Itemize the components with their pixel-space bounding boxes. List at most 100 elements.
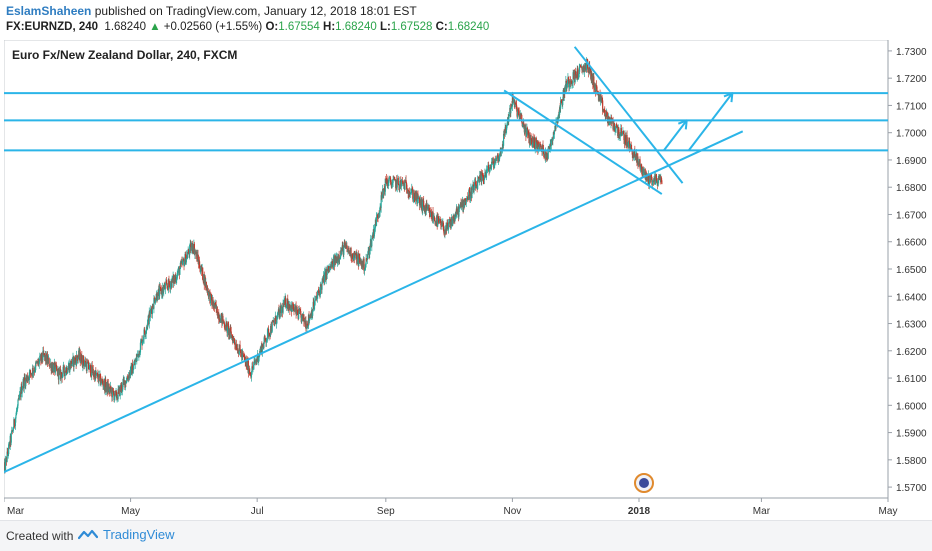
candle <box>396 178 398 193</box>
candle <box>276 315 278 325</box>
candle <box>437 213 439 228</box>
candle <box>141 341 144 346</box>
candle <box>299 308 301 312</box>
candle <box>467 192 469 203</box>
candle <box>235 340 238 351</box>
tradingview-brand-label: TradingView <box>103 527 175 542</box>
candle <box>505 124 507 134</box>
candle <box>458 204 460 220</box>
candle <box>661 178 663 185</box>
candle <box>305 316 307 332</box>
candle <box>338 250 340 265</box>
projection-arrow-2[interactable] <box>687 92 734 152</box>
candle <box>122 375 124 387</box>
candle <box>433 215 436 222</box>
candle <box>642 166 644 178</box>
candle <box>263 334 266 344</box>
candle <box>98 370 100 387</box>
candle <box>482 173 484 185</box>
x-tick-label: Sep <box>377 506 395 517</box>
candle <box>406 184 408 194</box>
candle <box>471 185 473 199</box>
candle <box>133 361 135 371</box>
published-text: published on TradingView.com, January 12… <box>94 4 417 18</box>
candle <box>482 172 484 181</box>
candle <box>157 289 159 300</box>
candle <box>103 385 105 390</box>
candle <box>614 126 616 136</box>
candle <box>139 338 142 355</box>
candle <box>216 306 218 316</box>
candle <box>560 96 562 113</box>
candle <box>76 354 78 361</box>
candle <box>374 227 376 234</box>
tradingview-brand-link[interactable]: TradingView <box>78 527 175 542</box>
candle <box>577 65 579 80</box>
candle <box>237 344 239 354</box>
candle <box>64 366 66 380</box>
candle <box>232 335 234 344</box>
candle <box>258 355 260 366</box>
candle <box>41 352 43 365</box>
candle <box>380 190 382 213</box>
candle <box>358 253 360 267</box>
candle <box>458 204 461 213</box>
y-tick-label: 1.6000 <box>896 401 927 412</box>
candle <box>185 258 187 266</box>
candle <box>113 396 116 403</box>
candle <box>6 447 8 463</box>
y-tick-label: 1.6700 <box>896 210 927 221</box>
candle <box>180 259 182 267</box>
candle <box>383 183 385 191</box>
candle <box>446 219 448 232</box>
candle <box>619 131 621 141</box>
candle <box>156 292 158 303</box>
candle <box>404 180 406 191</box>
candle <box>492 156 494 164</box>
candle <box>474 177 477 191</box>
candle <box>223 319 225 324</box>
author-link[interactable]: EslamShaheen <box>6 4 92 18</box>
candle <box>100 378 103 385</box>
y-tick-label: 1.6200 <box>896 347 927 358</box>
candle <box>48 357 50 367</box>
candle <box>502 130 505 149</box>
candle <box>422 199 424 216</box>
candle <box>388 175 391 181</box>
candle <box>567 73 569 88</box>
candle <box>391 179 393 189</box>
ascending-trendline[interactable] <box>4 130 744 474</box>
x-tick-label: Mar <box>7 506 25 517</box>
candle <box>293 304 296 313</box>
candle <box>595 83 597 93</box>
candle <box>251 361 254 371</box>
candle <box>363 256 365 274</box>
candle <box>179 261 181 270</box>
channel-upper-line[interactable] <box>573 46 684 184</box>
candle <box>254 358 256 366</box>
y-tick-label: 1.7100 <box>896 101 927 112</box>
candle <box>354 250 356 261</box>
candle <box>136 350 138 362</box>
channel-lower-line[interactable] <box>503 89 663 195</box>
candle <box>159 283 161 292</box>
candle <box>70 358 73 369</box>
candle <box>219 314 221 323</box>
candle <box>39 352 41 363</box>
y-tick-label: 1.6900 <box>896 156 927 167</box>
candle <box>426 206 428 211</box>
candle <box>491 157 493 170</box>
candle <box>149 305 151 322</box>
candle <box>426 199 428 211</box>
candle <box>298 305 300 320</box>
candle <box>575 67 577 79</box>
candle <box>618 129 620 139</box>
candle <box>126 375 128 383</box>
y-tick-label: 1.7300 <box>896 47 927 58</box>
candle <box>289 308 291 311</box>
footer-bar: Created with TradingView <box>0 520 932 551</box>
price-chart[interactable]: Euro Fx/New Zealand Dollar, 240, FXCM 1.… <box>4 40 930 520</box>
candle <box>656 174 658 184</box>
projection-arrow-1[interactable] <box>663 119 688 152</box>
candle <box>115 390 118 401</box>
